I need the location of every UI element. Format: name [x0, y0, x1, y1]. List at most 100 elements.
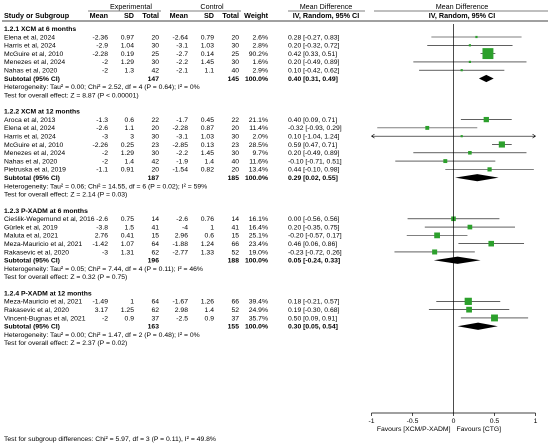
control-sd: 0.9 [205, 315, 215, 322]
control-mean: -3.1 [176, 43, 188, 50]
control-mean: -2.6 [176, 216, 188, 223]
control-sd: 1.4 [205, 158, 215, 165]
control-mean: -2.77 [173, 249, 189, 256]
experimental-total: 62 [151, 249, 159, 256]
weight: 21.1% [249, 117, 268, 124]
study-square [487, 167, 492, 172]
weight: 25.1% [249, 233, 268, 240]
header-md-line1-left: Mean Difference [300, 2, 353, 11]
subgroup-title: 1.2.2 XCM at 12 months [4, 109, 80, 116]
header-e-mean: Mean [90, 11, 108, 20]
control-total: 20 [231, 167, 239, 174]
mean-difference-ci: 0.10 [-0.42, 0.62] [288, 68, 340, 75]
subtotal-ci: 0.30 [0.05, 0.54] [288, 324, 338, 331]
study-square [491, 314, 498, 322]
control-mean: -2.5 [176, 315, 188, 322]
ci-arrow-left [370, 133, 375, 139]
subtotal-experimental-total: 163 [148, 324, 160, 331]
header-e-sd: SD [124, 11, 134, 20]
experimental-total: 25 [151, 51, 159, 58]
experimental-sd: 0.6 [125, 117, 135, 124]
study-square [466, 306, 472, 313]
study-name: McGuire et al, 2010 [4, 142, 64, 149]
experimental-mean: -1.1 [96, 167, 108, 174]
mean-difference-ci: 0.20 [-0.49, 0.89] [288, 150, 340, 157]
experimental-mean: -2.36 [93, 34, 109, 41]
weight: 13.4% [249, 167, 268, 174]
header-c-total: Total [222, 11, 239, 20]
weight: 90.2% [249, 51, 268, 58]
experimental-total: 22 [151, 117, 159, 124]
experimental-sd: 3 [130, 133, 134, 140]
experimental-sd: 1.31 [121, 249, 134, 256]
experimental-sd: 1.04 [121, 43, 134, 50]
experimental-total: 41 [151, 224, 159, 231]
experimental-total: 30 [151, 59, 159, 66]
control-sd: 1.24 [201, 241, 214, 248]
ci-arrow-right [532, 133, 537, 139]
control-mean: -2.85 [173, 142, 189, 149]
experimental-sd: 1.4 [125, 158, 135, 165]
control-mean: -2.7 [176, 51, 188, 58]
x-tick-label: -1 [368, 418, 374, 425]
heterogeneity-text: Heterogeneity: Tau² = 0.05; Chi² = 7.44,… [4, 266, 203, 273]
mean-difference-ci: 0.28 [-0.27, 0.83] [288, 34, 340, 41]
experimental-total: 42 [151, 158, 159, 165]
mean-difference-ci: -0.32 [-0.93, 0.29] [288, 125, 342, 132]
weight: 16.4% [249, 224, 268, 231]
control-total: 66 [231, 241, 239, 248]
control-sd: 0.13 [201, 142, 214, 149]
control-mean: -1.88 [173, 241, 189, 248]
weight: 24.9% [249, 307, 268, 314]
subtotal-label: Subtotal (95% CI) [4, 258, 60, 265]
control-sd: 1.03 [201, 43, 214, 50]
experimental-sd: 1.07 [121, 241, 134, 248]
favours-left-label: Favours [XCM/P-XADM] [377, 426, 451, 433]
study-name: Maluta et al, 2021 [4, 233, 58, 240]
control-mean: 2.98 [175, 307, 188, 314]
study-name: Gürlek et al, 2019 [4, 224, 58, 231]
control-total: 22 [231, 117, 239, 124]
mean-difference-ci: 0.00 [-0.56, 0.56] [288, 216, 340, 223]
control-mean: -1.54 [173, 167, 189, 174]
control-sd: 0.87 [201, 125, 214, 132]
overall-effect-text: Test for overall effect: Z = 8.87 (P < 0… [4, 92, 139, 99]
x-tick-label: 0.5 [490, 418, 500, 425]
study-name: Aroca et al, 2013 [4, 117, 56, 124]
experimental-sd: 0.97 [121, 34, 134, 41]
control-mean: -2.64 [173, 34, 189, 41]
study-square [464, 297, 472, 305]
experimental-sd: 1.3 [125, 68, 135, 75]
study-square [467, 224, 473, 230]
subtotal-diamond [457, 322, 498, 330]
experimental-mean: -2 [102, 150, 108, 157]
subtotal-control-total: 145 [228, 76, 240, 83]
subtotal-label: Subtotal (95% CI) [4, 175, 60, 182]
control-mean: -3.1 [176, 133, 188, 140]
weight: 2.6% [253, 34, 269, 41]
control-mean: -2.28 [173, 125, 189, 132]
mean-difference-ci: 0.19 [-0.30, 0.68] [288, 307, 340, 314]
study-square [432, 249, 438, 255]
experimental-mean: -1.42 [93, 241, 109, 248]
control-mean: 2.96 [175, 233, 188, 240]
subtotal-diamond [433, 256, 481, 264]
control-total: 40 [231, 158, 239, 165]
weight: 35.7% [249, 315, 268, 322]
control-total: 30 [231, 133, 239, 140]
subtotal-experimental-total: 187 [148, 175, 160, 182]
study-name: Rakasevic et al, 2020 [4, 307, 69, 314]
experimental-mean: -2 [102, 315, 108, 322]
subtotal-label: Subtotal (95% CI) [4, 76, 60, 83]
control-sd: 1.33 [201, 249, 214, 256]
experimental-mean: 2.76 [95, 233, 108, 240]
header-md-line2-left: IV, Random, 95% CI [293, 11, 359, 20]
study-name: Nahas et al, 2020 [4, 68, 57, 75]
mean-difference-ci: 0.46 [0.06, 0.86] [288, 241, 337, 248]
control-mean: -1.7 [176, 117, 188, 124]
control-sd: 1.45 [201, 150, 214, 157]
experimental-total: 64 [151, 241, 159, 248]
overall-effect-text: Test for overall effect: Z = 2.14 (P = 0… [4, 192, 127, 199]
study-name: Harris et al, 2024 [4, 43, 56, 50]
x-axis: -1 -0.5 0 0.5 1 Favours [XCM/P-XADM] Favours [… [368, 24, 538, 433]
